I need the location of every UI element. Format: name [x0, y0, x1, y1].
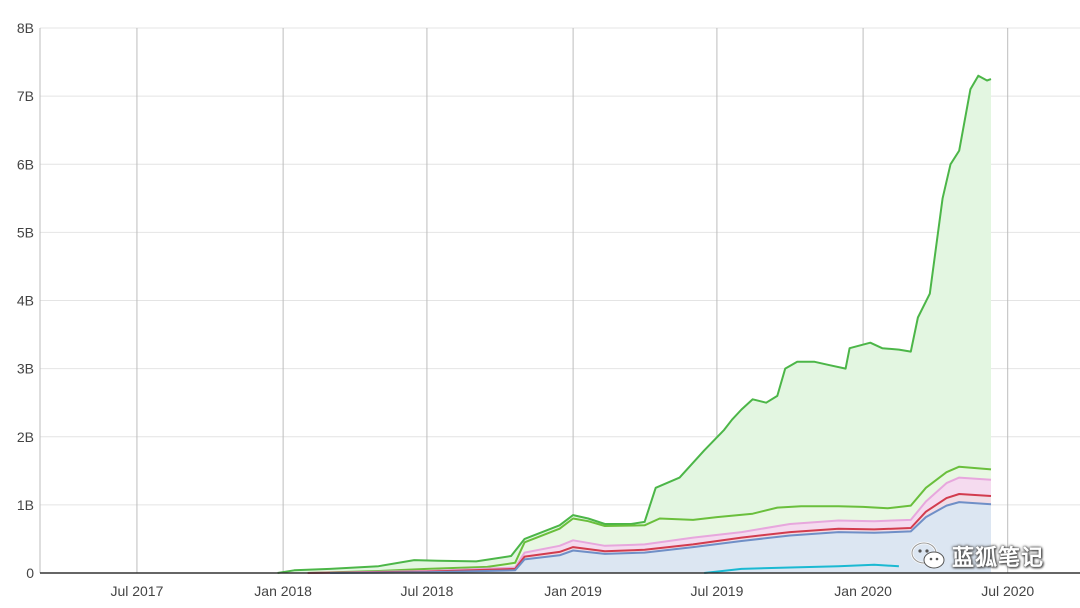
y-tick-label: 2B	[17, 429, 34, 445]
y-tick-label: 8B	[17, 20, 34, 36]
y-tick-label: 6B	[17, 156, 34, 172]
series-line-0	[277, 74, 992, 574]
y-tick-label: 4B	[17, 293, 34, 309]
series-line-5	[704, 563, 899, 574]
x-tick-label: Jul 2020	[981, 583, 1034, 599]
x-tick-label: Jul 2019	[690, 583, 743, 599]
series-area-4	[330, 502, 991, 573]
series-line-3	[307, 493, 992, 574]
series-line-4	[329, 501, 992, 574]
y-tick-label: 7B	[17, 88, 34, 104]
series-areas	[277, 75, 992, 573]
y-tick-label: 1B	[17, 497, 34, 513]
y-tick-label: 0	[26, 565, 34, 581]
y-tick-label: 5B	[17, 224, 34, 240]
x-tick-label: Jan 2018	[254, 583, 312, 599]
series-line-2	[307, 476, 992, 574]
x-tick-label: Jul 2018	[400, 583, 453, 599]
x-tick-label: Jan 2020	[834, 583, 892, 599]
series-area-0	[277, 75, 992, 573]
axes: 0 1B 2B 3B 4B 5B 6B 7B 8B Jul 2017 Jan 2018 Jul 201…	[17, 20, 1080, 599]
series-line-1	[307, 465, 992, 574]
x-tick-label: Jan 2019	[544, 583, 602, 599]
series-lines	[277, 74, 992, 574]
wechat-icon	[910, 541, 945, 569]
watermark-text: 蓝狐笔记	[951, 546, 1044, 571]
watermark: 蓝狐笔记	[910, 540, 1044, 572]
x-tick-label: Jul 2017	[110, 583, 163, 599]
y-tick-label: 3B	[17, 361, 34, 377]
